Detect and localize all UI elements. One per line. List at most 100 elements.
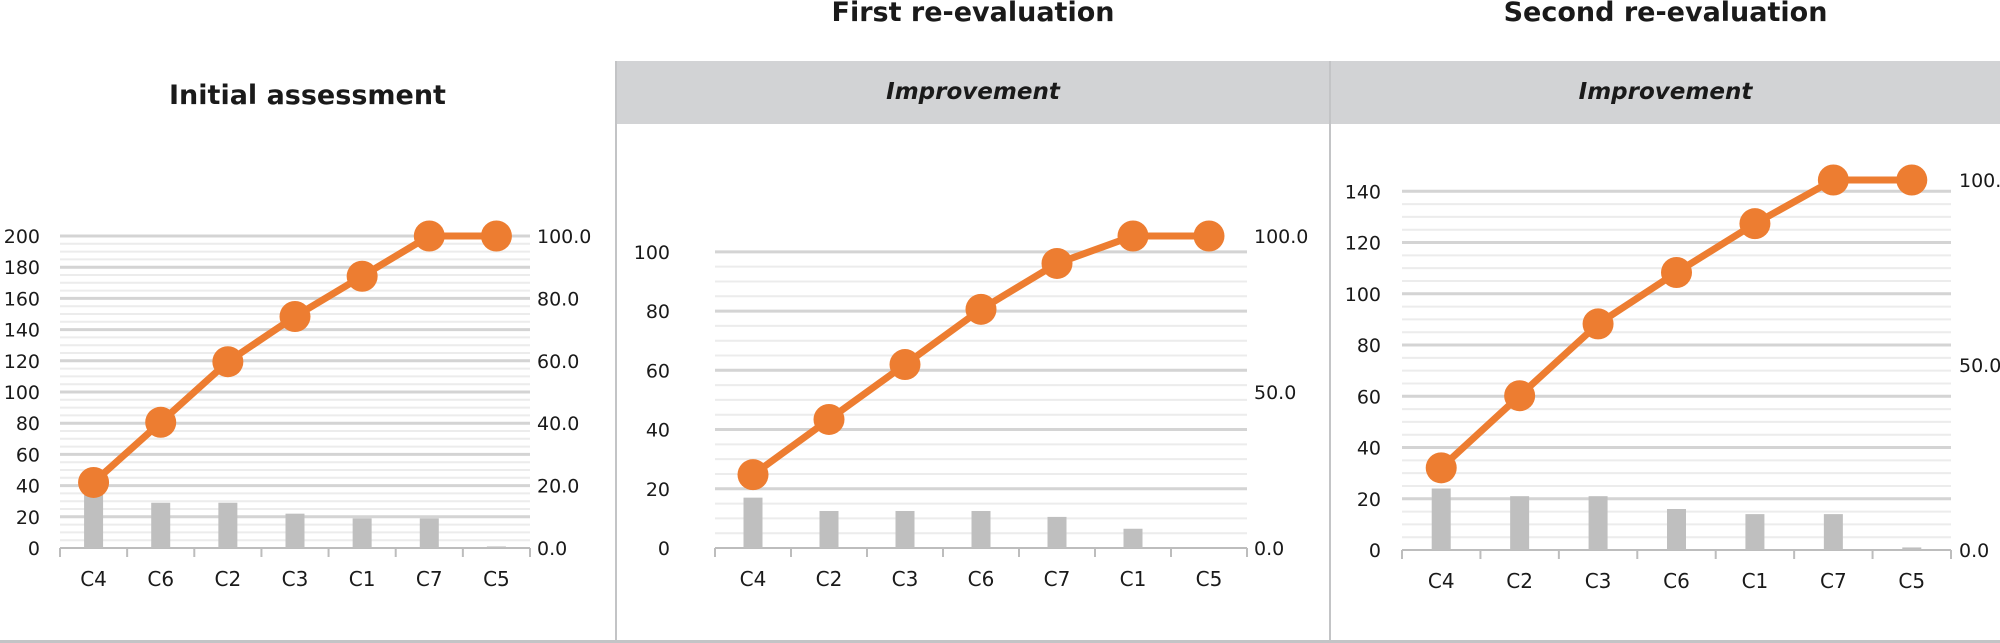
line-point bbox=[889, 349, 921, 381]
chart-panel-first-reevaluation: First re-evaluation Improvement C4 C2 C3 C6… bbox=[617, 0, 1329, 643]
bar bbox=[1431, 488, 1451, 550]
bar bbox=[151, 502, 171, 548]
x-tick-label: C3 bbox=[282, 567, 309, 591]
x-tick-label: C5 bbox=[1898, 569, 1925, 593]
y-left-tick-label: 60 bbox=[646, 360, 670, 382]
bar bbox=[218, 502, 238, 548]
line-point bbox=[1896, 164, 1928, 196]
line-point bbox=[1661, 257, 1692, 288]
chart-panel-second-reevaluation: Second re-evaluation Improvement C4 C2 C3 C… bbox=[1331, 0, 2000, 643]
y-left-tick-label: 80 bbox=[646, 301, 670, 323]
x-tick-label: C6 bbox=[1663, 569, 1690, 593]
y-left-tick-label: 0 bbox=[658, 538, 670, 560]
line-point bbox=[1425, 452, 1457, 484]
line-point bbox=[813, 403, 845, 435]
bar bbox=[1047, 516, 1067, 548]
panel-separator bbox=[615, 61, 617, 643]
bar bbox=[1745, 514, 1765, 550]
y-left-tick-label: 20 bbox=[646, 479, 670, 501]
x-tick-label: C2 bbox=[215, 567, 242, 591]
line-point bbox=[413, 220, 445, 252]
bar bbox=[1123, 528, 1143, 548]
bar bbox=[486, 546, 506, 548]
x-tick-label: C3 bbox=[892, 567, 919, 591]
x-tick-label: C4 bbox=[740, 567, 767, 591]
x-tick-label: C5 bbox=[1196, 567, 1223, 591]
line-point bbox=[212, 346, 244, 378]
chart-svg: C4 C2 C3 C6 C7 C1 C5 0 20 40 60 80 100 0.0 50.0 100.0 bbox=[634, 220, 1308, 591]
y-left-tick-label: 140 bbox=[4, 320, 40, 342]
line-point bbox=[480, 220, 512, 252]
y-left-tick-label: 40 bbox=[646, 420, 670, 442]
line-point bbox=[965, 293, 997, 325]
grid bbox=[715, 250, 1247, 535]
line-point bbox=[1117, 220, 1149, 252]
y-right-tick-label: 100.0 bbox=[1254, 226, 1308, 248]
y-right-tick-label: 0.0 bbox=[537, 538, 567, 560]
chart-title: Second re-evaluation bbox=[1503, 0, 1828, 28]
x-tick-label: C3 bbox=[1585, 569, 1612, 593]
chart-svg: C4 C2 C3 C6 C1 C7 C5 0 20 40 60 80 100 120 140 0.0 50.0 1… bbox=[1345, 164, 2000, 593]
chart-title: Initial assessment bbox=[169, 80, 446, 111]
y-right-tick-label: 60.0 bbox=[537, 351, 579, 373]
cumulative-line bbox=[1438, 176, 1912, 471]
x-tick-label: C7 bbox=[1044, 567, 1071, 591]
x-tick-label: C4 bbox=[1428, 569, 1455, 593]
y-left-tick-label: 120 bbox=[4, 351, 40, 373]
x-tick-label: C2 bbox=[1506, 569, 1533, 593]
y-left-tick-label: 200 bbox=[4, 226, 40, 248]
y-left-tick-label: 180 bbox=[4, 257, 40, 279]
chart-panel-initial: Initial assessment C4 C6 C2 C3 C1 C7 C5 0 20 40 60… bbox=[0, 0, 615, 643]
x-tick-label: C2 bbox=[816, 567, 843, 591]
bar bbox=[743, 497, 763, 548]
line-point bbox=[1193, 220, 1225, 252]
y-left-tick-label: 20 bbox=[1357, 489, 1381, 511]
bar bbox=[1902, 547, 1922, 550]
line-point bbox=[1739, 208, 1771, 240]
chart-title: First re-evaluation bbox=[831, 0, 1115, 28]
y-left-tick-label: 160 bbox=[4, 288, 40, 310]
y-left-tick-label: 100 bbox=[1345, 284, 1381, 306]
line-point bbox=[78, 466, 110, 498]
x-tick-label: C5 bbox=[483, 567, 510, 591]
y-right-tick-label: 50.0 bbox=[1254, 382, 1296, 404]
x-tick-label: C7 bbox=[1820, 569, 1847, 593]
bar bbox=[1588, 496, 1608, 550]
bar bbox=[285, 513, 305, 548]
bar bbox=[84, 494, 104, 548]
y-left-tick-label: 60 bbox=[1357, 386, 1381, 408]
x-tick-label: C6 bbox=[968, 567, 995, 591]
bar bbox=[971, 510, 991, 548]
y-left-tick-label: 20 bbox=[16, 507, 40, 529]
chart-banner: Improvement bbox=[617, 61, 1329, 124]
y-left-tick-label: 40 bbox=[16, 476, 40, 498]
cumulative-line bbox=[91, 232, 497, 486]
x-tick-label: C1 bbox=[1742, 569, 1769, 593]
y-left-tick-label: 100 bbox=[4, 382, 40, 404]
line-point bbox=[1582, 308, 1614, 340]
line-point bbox=[145, 406, 177, 438]
line-point bbox=[1817, 164, 1849, 196]
line-point bbox=[737, 459, 769, 491]
bar bbox=[819, 510, 839, 548]
line-point bbox=[279, 300, 311, 332]
y-right-tick-label: 20.0 bbox=[537, 476, 579, 498]
grid bbox=[1402, 189, 1951, 539]
y-left-tick-label: 40 bbox=[1357, 438, 1381, 460]
y-left-tick-label: 80 bbox=[1357, 335, 1381, 357]
bottom-rule bbox=[0, 640, 2000, 643]
panel-separator bbox=[1329, 61, 1331, 643]
y-left-tick-label: 0 bbox=[28, 538, 40, 560]
line-point bbox=[1504, 380, 1536, 412]
bar bbox=[1823, 514, 1843, 550]
y-right-tick-label: 50.0 bbox=[1959, 355, 2000, 377]
line-point bbox=[1041, 247, 1073, 279]
y-right-tick-label: 0.0 bbox=[1254, 538, 1284, 560]
bar bbox=[419, 518, 439, 548]
chart-svg: C4 C6 C2 C3 C1 C7 C5 0 20 40 60 80 100 120 140 160 180 20… bbox=[4, 220, 591, 591]
bar bbox=[1667, 509, 1686, 550]
bar bbox=[352, 518, 372, 548]
y-left-tick-label: 140 bbox=[1345, 181, 1381, 203]
x-tick-label: C7 bbox=[416, 567, 443, 591]
bar bbox=[1510, 496, 1530, 550]
